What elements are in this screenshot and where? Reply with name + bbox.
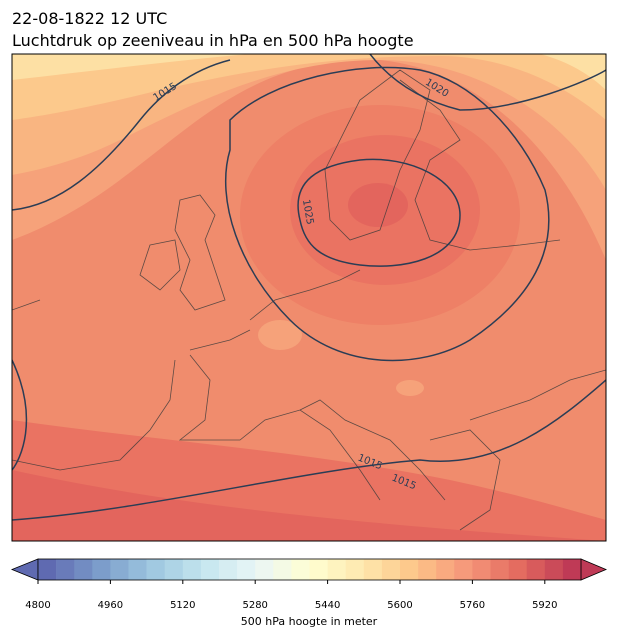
colorbar-segment bbox=[92, 559, 111, 580]
tick-label: 4960 bbox=[98, 600, 123, 611]
colorbar-segment bbox=[345, 559, 365, 580]
colorbar-segment bbox=[237, 559, 256, 580]
map bbox=[12, 54, 606, 541]
map-frame bbox=[11, 53, 607, 542]
colorbar-segment bbox=[400, 559, 419, 580]
colorbar-segment bbox=[508, 559, 527, 580]
colorbar-segment bbox=[146, 559, 165, 580]
colorbar-segment bbox=[454, 559, 473, 580]
map-subtitle: Luchtdruk op zeeniveau in hPa en 500 hPa… bbox=[12, 31, 414, 50]
colorbar-segment bbox=[526, 559, 546, 580]
colorbar-segment bbox=[562, 559, 582, 580]
colorbar-segment bbox=[164, 559, 184, 580]
colorbar-segment bbox=[436, 559, 455, 580]
tick-label: 5760 bbox=[460, 600, 485, 611]
colorbar-extend-high bbox=[580, 558, 608, 581]
colorbar-segment bbox=[182, 559, 202, 580]
colorbar-segment bbox=[418, 559, 437, 580]
colorbar-segment bbox=[110, 559, 129, 580]
colorbar-segment bbox=[273, 559, 292, 580]
colorbar-segment bbox=[200, 559, 220, 580]
colorbar-segment bbox=[255, 559, 274, 580]
colorbar-extend-low bbox=[10, 558, 39, 581]
colorbar-segment bbox=[128, 559, 147, 580]
colorbar-frame bbox=[37, 558, 582, 581]
contour-label: 1025 bbox=[300, 199, 315, 226]
colorbar-segment bbox=[472, 559, 491, 580]
colorbar-segment bbox=[291, 559, 310, 580]
colorbar-label: 500 hPa hoogte in meter bbox=[241, 615, 378, 628]
tick-label: 5440 bbox=[315, 600, 340, 611]
colorbar-segment bbox=[309, 559, 328, 580]
colorbar-segment bbox=[363, 559, 383, 580]
colorbar-segment bbox=[327, 559, 346, 580]
colorbar-segment bbox=[219, 559, 238, 580]
colorbar-segment bbox=[490, 559, 509, 580]
colorbar-segment bbox=[544, 559, 564, 580]
tick-label: 5120 bbox=[170, 600, 195, 611]
tick-label: 4800 bbox=[25, 600, 50, 611]
tick-label: 5280 bbox=[242, 600, 267, 611]
tick-label: 5600 bbox=[387, 600, 412, 611]
map-title: 22-08-1822 12 UTC bbox=[12, 9, 167, 28]
colorbar-segment bbox=[56, 559, 75, 580]
colorbar-segment bbox=[381, 559, 401, 580]
tick-label: 5920 bbox=[532, 600, 557, 611]
colorbar-segment bbox=[38, 559, 57, 580]
colorbar-segment bbox=[74, 559, 93, 580]
